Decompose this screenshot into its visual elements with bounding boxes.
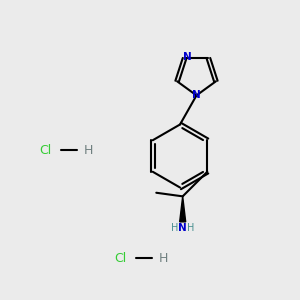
Text: N: N (182, 52, 191, 62)
Polygon shape (180, 196, 186, 222)
Text: H: H (171, 224, 178, 233)
Text: H: H (187, 224, 194, 233)
Text: Cl: Cl (114, 251, 126, 265)
Text: N: N (191, 90, 200, 100)
Text: H: H (159, 251, 168, 265)
Text: H: H (84, 143, 93, 157)
Text: Cl: Cl (39, 143, 51, 157)
Text: N: N (178, 224, 187, 233)
